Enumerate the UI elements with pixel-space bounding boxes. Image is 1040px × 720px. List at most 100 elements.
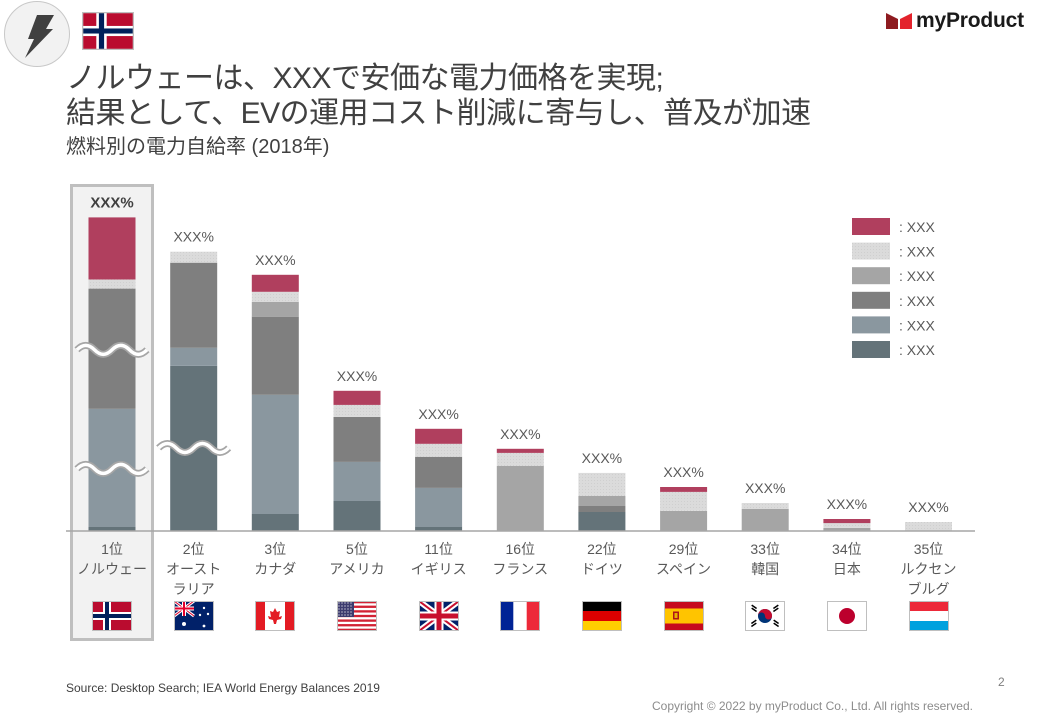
category-rank: 29位 — [668, 541, 699, 557]
legend-separator: : — [899, 293, 907, 309]
category-label: 3位 カナダ — [235, 539, 315, 579]
bar-segment-blue-gray — [415, 487, 463, 527]
bar-segment-dark-gray — [333, 416, 381, 462]
legend-item-red: : XXX — [852, 218, 935, 235]
bar-segment-light-gray — [905, 522, 952, 531]
category-name-line: ルクセン — [900, 561, 957, 577]
axis-break-mark — [74, 341, 150, 358]
legend-item-mid-gray: : XXX — [852, 267, 935, 285]
category-rank: 1位 — [101, 541, 123, 557]
data-label: XXX% — [337, 368, 377, 384]
lightning-icon-badge — [4, 1, 70, 67]
data-label: XXX% — [908, 499, 948, 515]
bar-segment-mid-gray — [660, 511, 708, 531]
legend-swatch — [852, 267, 890, 285]
legend-separator: : — [899, 317, 907, 333]
category-rank: 11位 — [424, 541, 453, 557]
legend-separator: : — [899, 219, 907, 235]
legend-series-name: XXX — [907, 244, 936, 260]
legend-swatch — [852, 242, 890, 260]
legend-series-name: XXX — [907, 293, 936, 309]
bar-segment-dark-gray — [578, 506, 626, 512]
legend-label: : XXX — [899, 268, 935, 284]
bar-segment-light-gray — [170, 251, 218, 263]
legend-label: : XXX — [899, 244, 935, 260]
bar-japan — [823, 519, 871, 531]
bar-segment-mid-gray — [741, 508, 789, 531]
category-name-line: アメリカ — [329, 561, 385, 577]
bar-australia — [170, 251, 218, 531]
category-rank: 2位 — [182, 541, 205, 557]
bar-luxembourg — [905, 522, 952, 531]
lightning-bolt-icon — [25, 15, 54, 58]
legend-series-name: XXX — [907, 317, 936, 333]
category-name-line: オースト — [165, 561, 222, 577]
source-note: Source: Desktop Search; IEA World Energy… — [66, 681, 380, 695]
logo-text: myProduct — [916, 9, 1024, 32]
legend-series-name: XXX — [907, 219, 936, 235]
axis-breaks-layer — [74, 341, 232, 477]
bar-segment-red — [496, 448, 544, 453]
legend-swatch — [852, 218, 890, 235]
flag-australia-icon — [173, 601, 214, 631]
bar-canada — [251, 274, 299, 531]
bar-segment-slate — [415, 526, 463, 531]
legend: : XXX: XXX: XXX: XXX: XXX: XXX — [852, 218, 935, 358]
flag-france-icon — [500, 601, 541, 631]
category-label: 22位 ドイツ — [562, 539, 642, 579]
bar-segment-light-gray — [578, 472, 626, 496]
legend-label: : XXX — [899, 293, 935, 309]
bar-norway — [88, 217, 136, 531]
bar-segment-slate — [251, 514, 299, 531]
bar-segment-slate — [333, 500, 381, 531]
flag-south-korea-icon — [745, 601, 786, 631]
bar-segment-light-gray — [88, 279, 136, 289]
category-name-line: 日本 — [832, 561, 861, 577]
category-label: 33位 韓国 — [725, 539, 805, 579]
category-rank: 33位 — [750, 541, 780, 557]
flag-norway-icon — [92, 601, 132, 631]
bar-segment-red — [823, 519, 871, 524]
axis-break-mark — [74, 460, 150, 477]
bar-segment-light-gray — [823, 523, 871, 528]
bar-segment-dark-gray — [170, 262, 218, 348]
legend-label: : XXX — [899, 219, 935, 235]
bar-segment-dark-gray — [251, 316, 299, 395]
flag-luxembourg-icon — [908, 601, 949, 631]
data-label: XXX% — [582, 450, 622, 466]
category-rank: 35位 — [913, 541, 944, 557]
flag-usa-icon — [336, 601, 377, 631]
category-label: 29位 スペイン — [644, 539, 724, 579]
bar-segment-mid-gray — [578, 496, 626, 506]
bar-segment-light-gray — [251, 291, 299, 302]
bar-segment-light-gray — [333, 404, 381, 417]
flag-canada-icon — [255, 601, 296, 631]
bar-south-korea — [741, 503, 789, 531]
page-number: 2 — [998, 675, 1005, 689]
copyright-notice: Copyright © 2022 by myProduct Co., Ltd. … — [652, 699, 973, 713]
data-label: XXX% — [500, 426, 540, 442]
category-label: 16位 フランス — [480, 539, 560, 579]
category-name-line: カナダ — [254, 561, 297, 577]
chart-subtitle: 燃料別の電力自給率 (2018年) — [66, 136, 330, 158]
bar-segment-dark-gray — [415, 456, 463, 488]
category-rank: 22位 — [587, 541, 617, 557]
bar-segment-red — [415, 428, 463, 444]
category-label: 34位 日本 — [807, 539, 887, 579]
company-logo: myProduct — [886, 7, 1024, 35]
axis-break-mark — [156, 439, 232, 456]
legend-label: : XXX — [899, 342, 935, 358]
bar-segment-light-gray — [741, 503, 789, 509]
data-label: XXX% — [663, 464, 703, 480]
page-title-line-2: 結果として、EVの運用コスト削減に寄与し、普及が加速 — [66, 97, 811, 130]
bars-layer — [88, 217, 952, 531]
bar-segment-light-gray — [415, 443, 463, 457]
bar-spain — [660, 487, 708, 531]
flag-spain-icon — [663, 601, 704, 631]
legend-item-dark-gray: : XXX — [852, 291, 935, 309]
category-name-line: フランス — [492, 561, 549, 577]
data-labels-layer: XXX% XXX% XXX% XXX% XXX% XXX% XXX% XXX% XXX% XXX%… — [90, 194, 948, 515]
category-label: 2位 オースト ラリア — [154, 539, 234, 599]
category-name-line: ブルグ — [907, 581, 950, 597]
